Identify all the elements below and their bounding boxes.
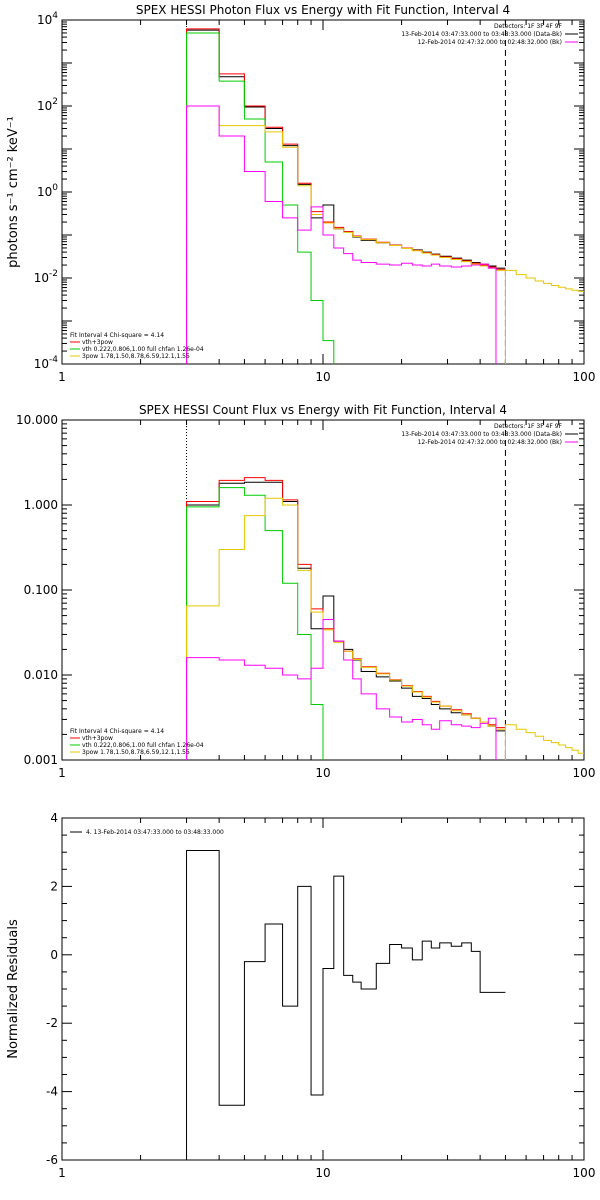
photon-ytick-label-exp: 4 [52, 11, 58, 21]
photon-ytick-label: 104 [37, 11, 58, 27]
resid-ytick-label-base: 2 [50, 879, 58, 893]
resid-series-group [186, 849, 506, 1160]
resid-ytick-label-base: -6 [46, 1153, 58, 1167]
resid-ytick-label: -2 [46, 1016, 58, 1030]
resid-ytick-label-base: -4 [46, 1085, 58, 1099]
photon-ytick-label-exp: 0 [52, 183, 58, 193]
count-series-bk [186, 618, 497, 760]
count-title: SPEX HESSI Count Flux vs Energy with Fit… [139, 403, 507, 417]
photon-panel: SPEX HESSI Photon Flux vs Energy with Fi… [6, 3, 596, 384]
resid-ytick-label: -6 [46, 1153, 58, 1167]
photon-ytick-label: 10-2 [34, 269, 58, 285]
photon-legend-bottom-text: Fit Interval 4 Chi-square = 4.14 [70, 332, 164, 339]
resid-ytick-label: 4 [50, 811, 58, 825]
count-ytick-label: 0.100 [24, 583, 58, 597]
photon-ytick-label: 100 [37, 183, 58, 199]
count-panel: SPEX HESSI Count Flux vs Energy with Fit… [16, 403, 596, 780]
photon-series-3pow [186, 105, 506, 364]
count-ytick-label: 10.000 [16, 413, 58, 427]
photon-xtick-label: 1 [58, 370, 66, 384]
photon-legend-bottom-text: vth 0.222,0.806,1.00 full chfan 1.26e-04 [82, 346, 204, 353]
count-legend-bottom-text: vth 0.222,0.806,1.00 full chfan 1.26e-04 [82, 742, 204, 749]
count-legend-bottom-text: vth+3pow [82, 735, 113, 742]
photon-series-vth [186, 32, 335, 364]
photon-ytick-label-base: 10 [37, 13, 52, 27]
resid-ylabel: Normalized Residuals [6, 919, 21, 1059]
photon-ytick-label-base: 10 [34, 357, 49, 371]
count-ytick-label-base: 10.000 [16, 413, 58, 427]
count-ytick-label: 1.000 [24, 498, 58, 512]
count-series-data-bk [186, 481, 506, 760]
photon-legend-top-text: 13-Feb-2014 03:47:33.000 to 03:48:33.000… [401, 31, 562, 38]
resid-ytick-label: 2 [50, 879, 58, 893]
count-series-group [186, 477, 584, 760]
photon-series-vth-3pow [186, 28, 506, 364]
photon-title: SPEX HESSI Photon Flux vs Energy with Fi… [136, 3, 510, 17]
photon-series-group [186, 28, 584, 364]
count-legend-bottom-text: Fit Interval 4 Chi-square = 4.14 [70, 728, 164, 735]
photon-legend-top-text: Detectors: 1F 3F 4F 9F [494, 23, 563, 30]
count-ytick-label-base: 0.100 [24, 583, 58, 597]
count-xtick-label: 10 [315, 766, 330, 780]
count-legend-top-text: Detectors: 1F 3F 4F 9F [494, 423, 563, 430]
count-ytick-label-base: 0.001 [24, 753, 58, 767]
count-ytick-label-base: 1.000 [24, 498, 58, 512]
photon-ytick-label: 102 [37, 97, 58, 113]
count-xtick-label: 100 [573, 766, 596, 780]
count-legend-bottom-text: 3pow 1.78,1.50,8.78,6.59,12.1,1.55 [82, 749, 190, 756]
resid-panel: 1 10 100 -6 -4 -2 0 2 4 Normalized Residuals 4. 13… [6, 811, 595, 1180]
resid-ytick-label-base: 0 [50, 948, 58, 962]
photon-series-bk [186, 105, 497, 364]
resid-xtick-label: 100 [573, 1166, 596, 1180]
photon-ylabel: photons s⁻¹ cm⁻² keV⁻¹ [6, 116, 21, 268]
resid-ytick-label-base: -2 [46, 1016, 58, 1030]
photon-ytick-label-base: 10 [34, 271, 49, 285]
resid-ytick-label: -4 [46, 1085, 58, 1099]
count-series-3pow-ext [504, 724, 584, 760]
resid-ytick-label-base: 4 [50, 811, 58, 825]
count-xtick-label: 1 [58, 766, 66, 780]
count-ytick-label: 0.001 [24, 753, 58, 767]
photon-ytick-label: 10-4 [34, 355, 59, 371]
photon-legend-top-text: 12-Feb-2014 02:47:32.000 to 02:48:32.000… [418, 39, 562, 46]
photon-legend-bottom-text: 3pow 1.78,1.50,8.78,6.59,12.1,1.55 [82, 353, 190, 360]
photon-ytick-label-exp: -4 [49, 355, 58, 365]
resid-ytick-label: 0 [50, 948, 58, 962]
count-ytick-label: 0.010 [24, 668, 58, 682]
photon-legend-bottom-text: vth+3pow [82, 339, 113, 346]
resid-series-residuals [186, 849, 506, 1160]
count-series-vth [186, 487, 324, 760]
resid-xtick-label: 10 [315, 1166, 330, 1180]
photon-ytick-label-base: 10 [37, 185, 52, 199]
count-legend-top-text: 13-Feb-2014 03:47:33.000 to 03:48:33.000… [401, 431, 562, 438]
count-ytick-label-base: 0.010 [24, 668, 58, 682]
photon-ytick-label-exp: -2 [49, 269, 58, 279]
photon-xtick-label: 10 [315, 370, 330, 384]
resid-legend-top-text: 4. 13-Feb-2014 03:47:33.000 to 03:48:33.… [86, 829, 224, 836]
photon-ytick-label-exp: 2 [52, 97, 58, 107]
count-legend-top-text: 12-Feb-2014 02:47:32.000 to 02:48:32.000… [418, 439, 562, 446]
photon-series-3pow-ext [504, 269, 584, 364]
resid-xtick-label: 1 [58, 1166, 66, 1180]
photon-xtick-label: 100 [573, 370, 596, 384]
count-series-3pow [186, 497, 506, 760]
count-series-vth-3pow [186, 477, 506, 760]
photon-ytick-label-base: 10 [37, 99, 52, 113]
